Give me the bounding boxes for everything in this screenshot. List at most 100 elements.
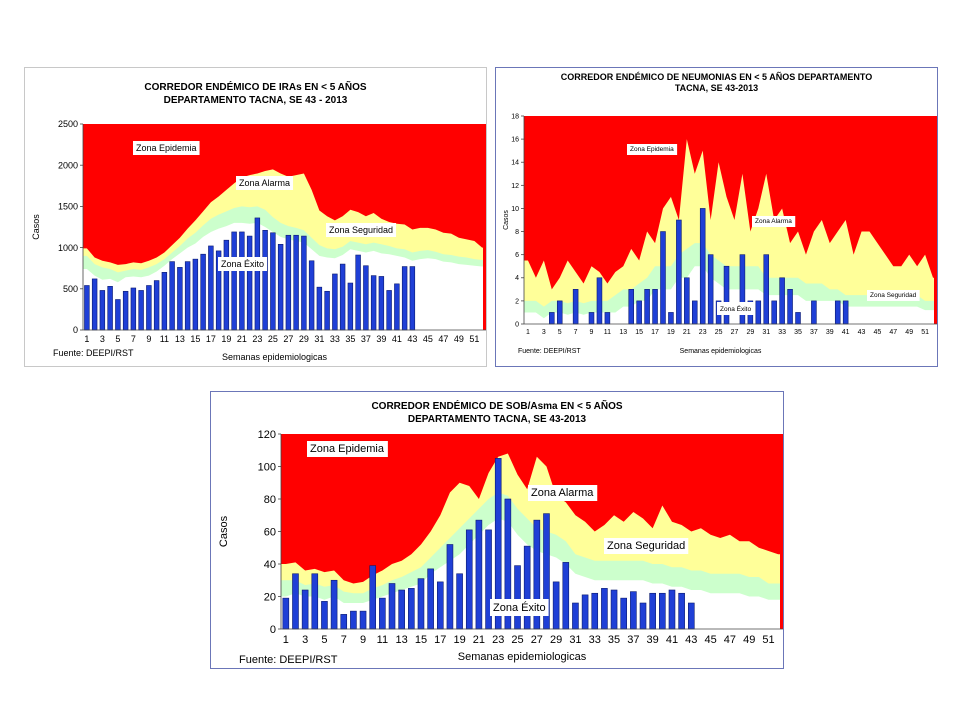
zone-label-box (717, 302, 755, 315)
bar-week-20 (676, 219, 682, 325)
bar-week-11 (161, 272, 168, 331)
bar-week-25 (270, 232, 276, 331)
bar-week-29 (552, 581, 560, 630)
bar-week-4 (549, 312, 555, 325)
y-tick-label: 18 (511, 113, 519, 120)
bar-week-43 (687, 602, 695, 630)
x-tick-label: 51 (762, 634, 774, 646)
x-tick-label: 47 (724, 634, 736, 646)
y-tick-label: 0 (73, 325, 78, 335)
y-tick-label: 10 (511, 206, 519, 213)
x-tick-label: 9 (590, 329, 594, 336)
x-tick-label: 15 (415, 634, 427, 646)
bar-week-26 (277, 244, 284, 331)
x-tick-label: 43 (407, 334, 417, 344)
y-tick-label: 1500 (58, 202, 78, 212)
bar-week-7 (340, 614, 348, 630)
y-tick-label: 60 (264, 526, 276, 538)
bar-week-23 (254, 217, 261, 331)
bar-week-32 (324, 290, 330, 331)
bar-week-36 (620, 597, 628, 630)
y-axis-label: Casos (218, 515, 230, 547)
bar-week-22 (691, 300, 698, 325)
x-tick-label: 31 (762, 329, 770, 336)
zone-label-box (490, 599, 549, 616)
x-tick-label: 33 (589, 634, 601, 646)
x-tick-label: 45 (874, 329, 882, 336)
x-tick-label: 27 (731, 329, 739, 336)
y-tick-label: 100 (258, 461, 276, 473)
bar-week-19 (456, 573, 463, 630)
bar-week-37 (630, 591, 637, 630)
zone-label-box (236, 176, 294, 190)
zone-label-box (133, 141, 200, 155)
x-tick-label: 29 (746, 329, 754, 336)
x-tick-label: 39 (376, 334, 386, 344)
x-tick-label: 35 (345, 334, 355, 344)
bar-week-20 (465, 529, 473, 630)
zone-label-box (627, 144, 678, 155)
x-tick-label: 49 (743, 634, 755, 646)
bar-week-4 (311, 573, 319, 630)
bar-week-38 (639, 602, 647, 630)
chart-panel-sob-asma: CORREDOR ENDÉMICO DE SOB/Asma EN < 5 AÑO… (210, 391, 784, 669)
y-tick-label: 2 (515, 298, 519, 305)
x-axis-label: Semanas epidemiologicas (458, 651, 587, 663)
x-tick-label: 23 (252, 334, 262, 344)
bar-week-23 (699, 208, 706, 325)
bar-week-10 (596, 277, 603, 325)
bar-week-21 (475, 519, 483, 630)
zone-label-2: Zona Seguridad (607, 540, 685, 552)
x-tick-label: 5 (115, 334, 120, 344)
bar-week-40 (386, 290, 392, 331)
x-tick-label: 47 (889, 329, 897, 336)
zone-label-0: Zona Epidemia (630, 146, 674, 153)
x-tick-label: 41 (666, 634, 678, 646)
x-tick-label: 43 (685, 634, 697, 646)
bar-week-26 (523, 545, 531, 630)
x-tick-label: 11 (604, 329, 611, 336)
y-tick-label: 16 (511, 137, 519, 144)
y-tick-label: 4 (515, 275, 519, 282)
bar-week-42 (678, 592, 685, 630)
x-tick-label: 25 (268, 334, 278, 344)
bar-week-5 (556, 300, 563, 325)
x-tick-label: 21 (237, 334, 247, 344)
bar-week-13 (177, 267, 183, 331)
bar-week-39 (649, 592, 656, 630)
x-tick-label: 41 (392, 334, 402, 344)
y-axis-label: Casos (503, 210, 510, 230)
x-tick-label: 15 (190, 334, 200, 344)
bar-week-17 (208, 245, 214, 331)
x-tick-label: 13 (175, 334, 185, 344)
bar-week-36 (355, 254, 361, 331)
x-tick-label: 45 (423, 334, 433, 344)
bar-week-8 (138, 290, 144, 331)
bar-week-30 (755, 300, 762, 325)
zone-label-box (307, 441, 388, 457)
bar-week-21 (239, 231, 245, 331)
y-tick-label: 40 (264, 559, 276, 571)
bar-week-35 (610, 589, 618, 630)
x-tick-label: 29 (299, 334, 309, 344)
zone-label-1: Zona Alarma (755, 218, 792, 225)
bar-week-6 (330, 579, 338, 630)
bar-week-5 (321, 601, 328, 630)
x-tick-label: 51 (469, 334, 479, 344)
y-tick-label: 0 (270, 624, 276, 636)
y-tick-label: 120 (258, 429, 276, 441)
y-tick-label: 500 (63, 284, 78, 294)
chart-title: CORREDOR ENDÉMICO DE NEUMONIAS EN < 5 AÑ… (560, 72, 873, 94)
bar-week-26 (723, 265, 730, 325)
x-tick-label: 1 (283, 634, 289, 646)
bar-week-1 (84, 285, 90, 331)
bar-week-8 (350, 610, 357, 630)
zone-label-3: Zona Éxito (221, 259, 264, 269)
bar-week-17 (652, 289, 658, 325)
bar-week-31 (316, 286, 323, 331)
x-axis-label: Semanas epidemiologicas (680, 348, 762, 355)
x-tick-label: 27 (283, 334, 293, 344)
bar-week-15 (192, 258, 199, 331)
y-tick-label: 8 (515, 229, 519, 236)
